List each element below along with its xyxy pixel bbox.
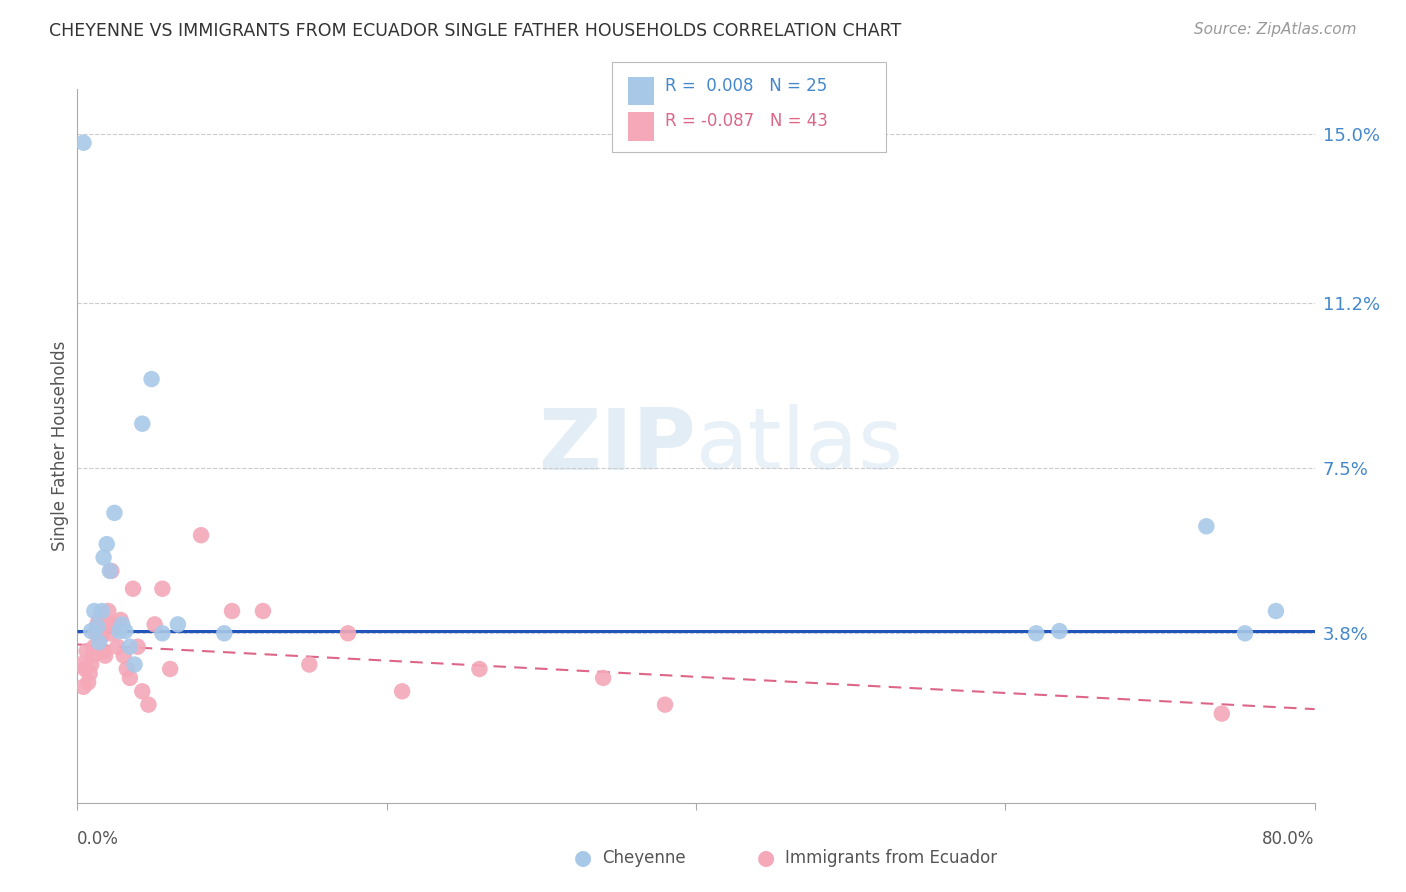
Point [103, 506, 125, 520]
Point [298, 657, 321, 672]
Point [69, 657, 91, 672]
Point [654, 698, 676, 712]
Point [141, 372, 163, 386]
Text: ZIP: ZIP [538, 404, 696, 488]
Point [93, 644, 115, 658]
Point [80, 657, 103, 672]
Point [1049, 624, 1071, 639]
Text: R = -0.087   N = 43: R = -0.087 N = 43 [665, 112, 828, 130]
Point [159, 662, 181, 676]
Text: ●: ● [575, 848, 592, 868]
Point [103, 617, 125, 632]
Text: R =  0.008   N = 25: R = 0.008 N = 25 [665, 77, 827, 95]
Point [1234, 626, 1257, 640]
Point [221, 604, 243, 618]
Point [77, 675, 100, 690]
Point [98, 564, 121, 578]
Text: Source: ZipAtlas.com: Source: ZipAtlas.com [1194, 22, 1357, 37]
Point [97, 604, 120, 618]
Point [91, 626, 114, 640]
Y-axis label: Single Father Households: Single Father Households [51, 341, 69, 551]
Point [72, 136, 94, 150]
Text: 0.0%: 0.0% [77, 830, 120, 847]
Point [84, 626, 107, 640]
Text: CHEYENNE VS IMMIGRANTS FROM ECUADOR SINGLE FATHER HOUSEHOLDS CORRELATION CHART: CHEYENNE VS IMMIGRANTS FROM ECUADOR SING… [49, 22, 901, 40]
Point [167, 617, 190, 632]
Point [90, 631, 112, 645]
Point [111, 617, 134, 632]
Point [127, 640, 149, 654]
Text: ●: ● [758, 848, 775, 868]
Point [91, 604, 114, 618]
Point [76, 644, 98, 658]
Point [152, 582, 174, 596]
Point [96, 617, 118, 632]
Point [87, 635, 110, 649]
Text: Cheyenne: Cheyenne [602, 849, 685, 867]
Point [1025, 626, 1047, 640]
Point [131, 684, 153, 698]
Point [337, 626, 360, 640]
Point [94, 648, 117, 663]
Point [98, 626, 121, 640]
Text: atlas: atlas [696, 404, 904, 488]
Point [1265, 604, 1288, 618]
Point [108, 624, 131, 639]
Point [131, 417, 153, 431]
Point [118, 671, 141, 685]
Point [115, 662, 138, 676]
Point [152, 626, 174, 640]
Point [190, 528, 212, 542]
Point [592, 671, 614, 685]
Point [93, 550, 115, 565]
Point [114, 624, 136, 639]
Point [107, 640, 129, 654]
Point [252, 604, 274, 618]
Point [122, 582, 145, 596]
Point [72, 680, 94, 694]
Point [80, 624, 103, 639]
Point [138, 698, 160, 712]
Point [75, 662, 96, 676]
Point [391, 684, 413, 698]
Point [112, 648, 135, 663]
Point [83, 604, 105, 618]
Text: 80.0%: 80.0% [1263, 830, 1315, 847]
Text: Immigrants from Ecuador: Immigrants from Ecuador [785, 849, 997, 867]
Point [110, 613, 132, 627]
Point [143, 617, 166, 632]
Point [96, 537, 118, 551]
Point [86, 617, 108, 632]
Point [86, 619, 108, 633]
Point [118, 640, 141, 654]
Point [1211, 706, 1233, 721]
Point [82, 648, 104, 663]
Point [83, 640, 105, 654]
Point [214, 626, 236, 640]
Point [87, 613, 110, 627]
Point [100, 564, 122, 578]
Point [79, 666, 101, 681]
Point [124, 657, 146, 672]
Point [468, 662, 491, 676]
Point [1195, 519, 1218, 533]
